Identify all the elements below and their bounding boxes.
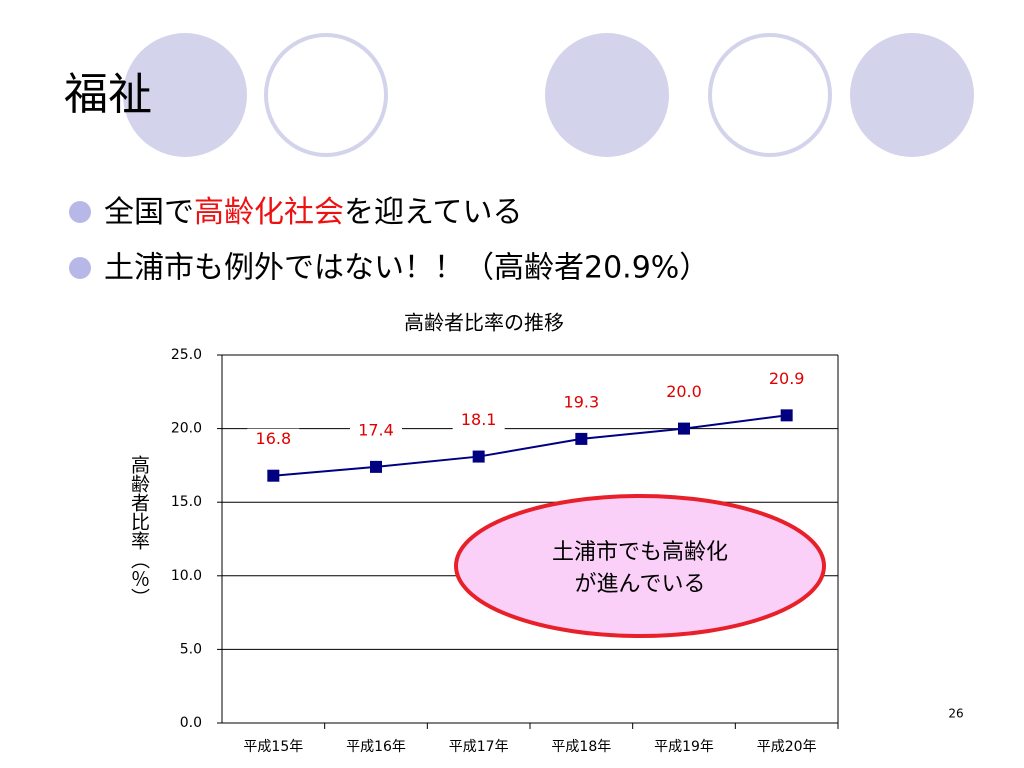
deco-circle [708,33,832,157]
page-number: 26 [948,707,963,721]
label-bg [247,428,300,451]
label-bg [555,391,608,414]
x-tick-label: 平成18年 [551,739,611,755]
data-label: 18.1 [461,410,497,429]
deco-circle [850,33,974,157]
point [267,469,280,482]
deco-circle [545,33,669,157]
data-label: 17.4 [358,420,394,439]
callout-text: 土浦市でも高齢化 [552,540,728,565]
data-label: 19.3 [564,392,600,411]
data-label: 20.0 [666,382,702,401]
label-bg [350,419,402,442]
data-label: 20.9 [769,369,805,388]
bullet-text: を迎えている [344,195,523,230]
chart-title: 高齢者比率の推移 [404,311,564,335]
y-tick-label: 20.0 [171,421,202,437]
point [472,450,485,463]
deco-circle [123,33,247,157]
bullet: 土浦市も例外ではない！！（高齢者20.9%） [104,251,709,286]
label-bg [760,368,813,391]
x-tick-label: 平成20年 [757,739,817,755]
bullet-dot [69,201,91,223]
bullet-text: 全国で [104,195,194,230]
y-tick-label: 15.0 [171,494,202,510]
label-bg [452,409,505,432]
point [575,432,588,445]
plot: 0.0 5.0 10.0 15.0 20.0 25.0 平成15年 平成16年 平成17年 平成1… [171,347,839,755]
bullet-dot [69,257,91,279]
point [370,460,382,473]
decoration [123,33,974,157]
label-bg [658,381,710,404]
series-line [273,414,787,477]
y-tick-label: 0.0 [180,715,202,731]
bullet: 全国で高齢化社会を迎えている [104,195,523,230]
y-tick-label: 25.0 [171,347,202,363]
x-tick-label: 平成15年 [243,739,303,755]
x-tick-label: 平成16年 [346,739,406,755]
y-tick-label: 10.0 [171,568,202,584]
data-label: 16.8 [256,429,292,448]
y-axis-label: 高齢者比率（％） [128,455,150,607]
point [678,422,690,435]
y-tick-label: 5.0 [180,641,202,657]
deco-circle [264,33,388,157]
x-tick-label: 平成19年 [654,739,714,755]
callout-text: が進んでいる [575,572,706,597]
callout [454,494,826,638]
x-tick-label: 平成17年 [449,739,509,755]
point [780,409,793,422]
slide-title: 福祉 [64,69,152,120]
bullet-highlight: 高齢化社会 [194,195,344,230]
